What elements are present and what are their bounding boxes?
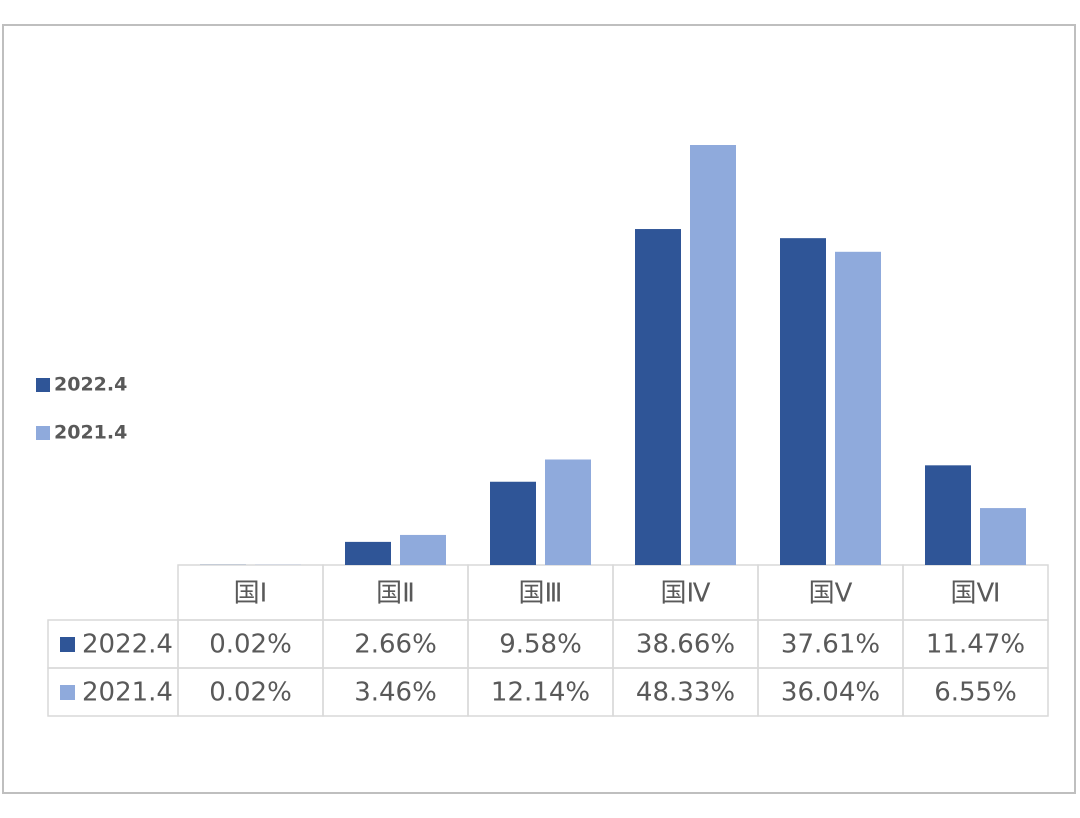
bar	[400, 534, 446, 565]
table-swatch	[60, 685, 75, 700]
value-label: 3.46%	[354, 678, 437, 708]
category-label: 国Ⅳ	[661, 579, 711, 609]
row-label: 2021.4	[82, 678, 173, 708]
value-label: 38.66%	[636, 630, 735, 660]
bar	[925, 465, 971, 565]
value-label: 0.02%	[209, 678, 292, 708]
value-label: 2.66%	[354, 630, 437, 660]
table-cell	[902, 667, 1049, 717]
category-label: 国Ⅲ	[519, 579, 563, 609]
category-label: 国Ⅴ	[809, 579, 853, 609]
value-label: 36.04%	[781, 678, 880, 708]
bar	[635, 229, 681, 565]
bar	[545, 459, 591, 565]
category-label: 国Ⅰ	[234, 579, 268, 609]
legend-swatch	[36, 378, 50, 392]
bar	[345, 541, 391, 565]
bar	[835, 251, 881, 565]
value-label: 12.14%	[491, 678, 590, 708]
table-swatch	[60, 637, 75, 652]
bar	[490, 481, 536, 565]
value-label: 6.55%	[934, 678, 1017, 708]
bar	[980, 508, 1026, 565]
value-label: 0.02%	[209, 630, 292, 660]
bar	[780, 238, 826, 565]
value-label: 37.61%	[781, 630, 880, 660]
row-label: 2022.4	[82, 630, 173, 660]
value-label: 11.47%	[926, 630, 1025, 660]
bar	[690, 145, 736, 565]
value-label: 48.33%	[636, 678, 735, 708]
value-label: 9.58%	[499, 630, 582, 660]
legend-swatch	[36, 426, 50, 440]
category-label: 国Ⅵ	[951, 579, 1001, 609]
chart-frame	[2, 24, 1076, 794]
legend-label: 2021.4	[54, 422, 127, 444]
legend-label: 2022.4	[54, 374, 127, 396]
category-label: 国Ⅱ	[376, 579, 415, 609]
